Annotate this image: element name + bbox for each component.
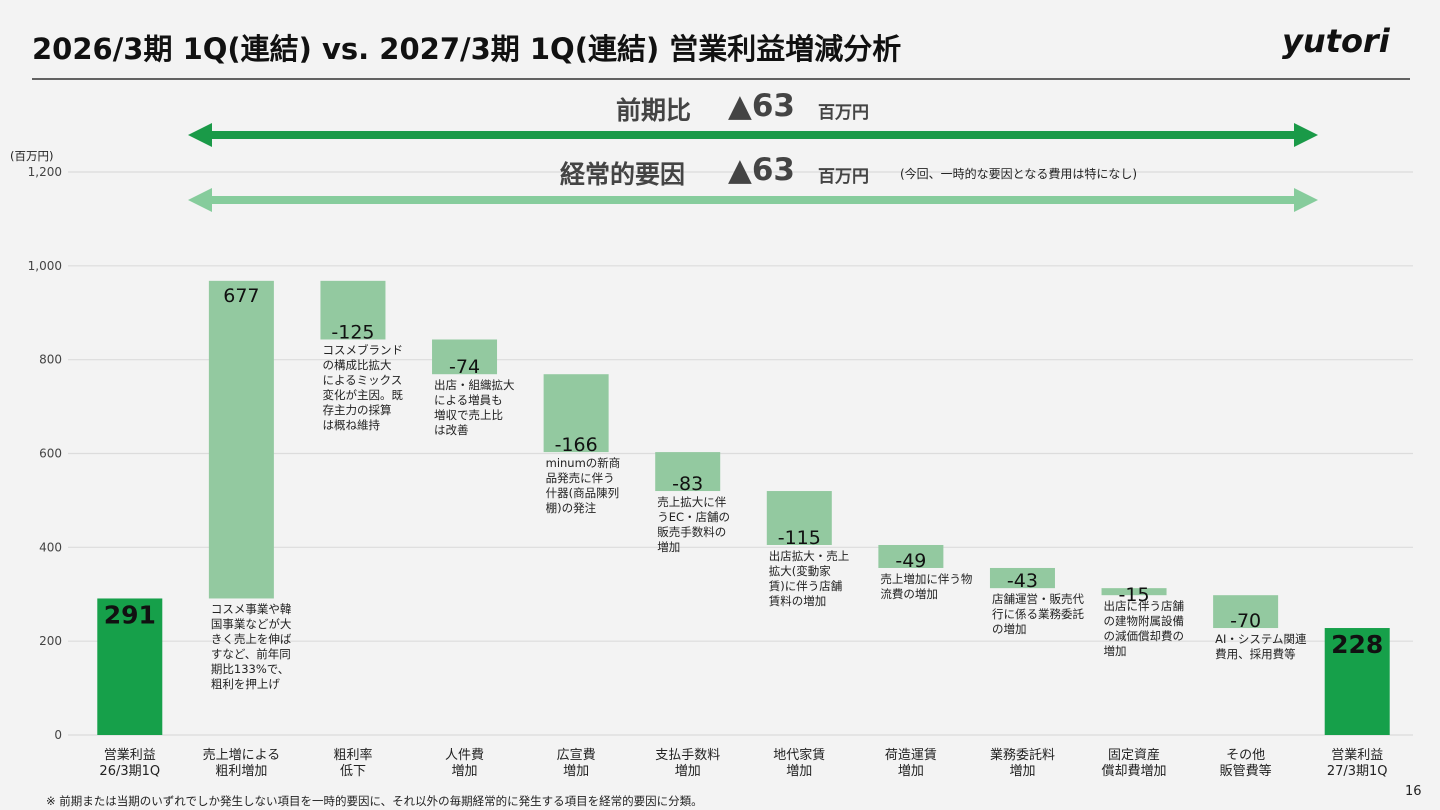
value-label: -125 (331, 321, 374, 343)
title: 2026/3期 1Q(連結) vs. 2027/3期 1Q(連結) 営業利益増減… (32, 32, 902, 66)
bar (1101, 588, 1167, 596)
x-tick-label: 業務委託料 増加 (989, 748, 1055, 779)
bar (989, 567, 1055, 589)
x-tick-label: 売上増による 粗利増加 (202, 748, 281, 779)
bar-note: コスメブランド の構成比拡大 によるミックス 変化が主因。既 存主力の採算 は概… (322, 343, 403, 433)
bar (320, 280, 386, 340)
comparison-note: (今回、一時的な要因となる費用は特になし) (900, 167, 1138, 181)
y-tick-label: 1,200 (28, 165, 62, 179)
bar-note: 店舗運営・販売代 行に係る業務委託 の増加 (991, 592, 1084, 637)
y-tick-label: 200 (39, 634, 62, 648)
y-tick-label: 0 (54, 728, 62, 742)
comparison-amount: ▲63 (728, 152, 795, 188)
arrow-head (1294, 123, 1318, 147)
x-tick-label: その他 販管費等 (1219, 748, 1272, 779)
bar (1213, 595, 1279, 629)
x-tick-label: 人件費 増加 (445, 748, 485, 779)
value-label: -166 (555, 434, 598, 456)
bar (208, 280, 274, 599)
arrow-head (1294, 188, 1318, 212)
y-tick-label: 800 (39, 353, 62, 367)
footnote: ※ 前期または当期のいずれでしか発生しない項目を一時的要因に、それ以外の毎期経常… (46, 794, 703, 808)
x-tick-label: 粗利率 低下 (333, 748, 373, 779)
x-tick-label: 支払手数料 増加 (655, 748, 721, 779)
bar (97, 598, 163, 735)
arrow-head (188, 188, 212, 212)
comparison-unit: 百万円 (818, 167, 869, 187)
x-tick-label: 地代家賃 増加 (773, 748, 826, 779)
x-tick-label: 広宣費 増加 (556, 748, 596, 779)
bar (878, 544, 944, 568)
value-label: -83 (672, 473, 703, 495)
value-label: -70 (1230, 610, 1261, 632)
value-label: -74 (449, 356, 480, 378)
bar-note: 売上拡大に伴 うEC・店舗の 販売手数料の 増加 (657, 495, 730, 555)
x-tick-label: 固定資産 償却費増加 (1101, 748, 1167, 779)
bar-note: AI・システム関連 費用、採用費等 (1215, 632, 1307, 662)
value-label: -43 (1007, 570, 1038, 592)
comparison-amount: ▲63 (728, 88, 795, 124)
value-label: -15 (1119, 584, 1150, 606)
value-label: 228 (1331, 630, 1383, 659)
y-tick-label: 400 (39, 540, 62, 554)
bar (1324, 628, 1390, 735)
y-unit: (百万円) (10, 149, 54, 163)
bar (432, 339, 498, 375)
logo: yutori (1282, 22, 1390, 60)
bar-note: コスメ事業や韓 国事業などが大 きく売上を伸ば すなど、前年同 期比133%で、… (210, 602, 292, 692)
bar (543, 374, 609, 453)
bar (655, 452, 721, 492)
bar-note: 売上増加に伴う物 流費の増加 (880, 571, 973, 601)
x-tick-label: 荷造運賃 増加 (884, 748, 937, 779)
page-number: 16 (1405, 784, 1422, 799)
value-label: 677 (223, 285, 259, 307)
value-label: -115 (778, 527, 821, 549)
y-tick-label: 1,000 (28, 259, 62, 273)
comparison-label: 前期比 (616, 96, 692, 125)
comparison-label: 経常的要因 (560, 160, 686, 189)
value-label: -49 (895, 550, 926, 572)
bar-note: minumの新商 品発売に伴う 什器(商品陳列 棚)の発注 (545, 456, 621, 516)
y-tick-label: 600 (39, 447, 62, 461)
bar (766, 491, 832, 545)
comparison-unit: 百万円 (818, 103, 869, 123)
value-label: 291 (104, 600, 156, 629)
x-tick-label: 営業利益 26/3期1Q (99, 748, 161, 779)
bar-note: 出店に伴う店舗 の建物附属設備 の減価償却費の 増加 (1103, 599, 1185, 659)
bar-note: 出店・組織拡大 による増員も 増収で売上比 は改善 (434, 378, 515, 438)
bar-note: 出店拡大・売上 拡大(変動家 賃)に伴う店舗 賃料の増加 (768, 548, 850, 608)
arrow-head (188, 123, 212, 147)
x-tick-label: 営業利益 27/3期1Q (1326, 748, 1388, 779)
